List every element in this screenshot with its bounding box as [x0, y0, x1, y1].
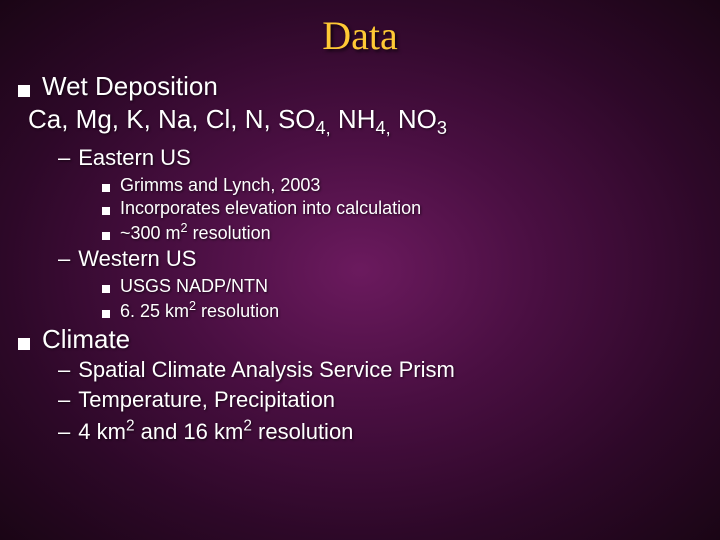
western-item: 6. 25 km2 resolution — [102, 299, 720, 322]
dash-icon: – — [58, 145, 70, 170]
square-bullet-icon — [102, 285, 110, 293]
bullet-wet-deposition: Wet Deposition — [10, 71, 720, 102]
dash-icon: – — [58, 246, 70, 271]
slide-content: Wet Deposition Ca, Mg, K, Na, Cl, N, SO4… — [0, 71, 720, 445]
climate-item: –Temperature, Precipitation — [58, 387, 720, 413]
square-bullet-icon — [18, 85, 30, 97]
dash-icon: – — [58, 419, 70, 444]
eastern-label: Eastern US — [78, 145, 191, 170]
dash-icon: – — [58, 357, 70, 382]
dash-icon: – — [58, 387, 70, 412]
climate-item: –4 km2 and 16 km2 resolution — [58, 417, 720, 444]
wet-deposition-label: Wet Deposition — [42, 71, 218, 102]
eastern-text: Incorporates elevation into calculation — [120, 198, 421, 219]
bullet-western-us: –Western US — [58, 246, 720, 272]
square-bullet-icon — [102, 232, 110, 240]
bullet-eastern-us: –Eastern US — [58, 145, 720, 171]
square-bullet-icon — [102, 184, 110, 192]
square-bullet-icon — [102, 207, 110, 215]
eastern-text: ~300 m2 resolution — [120, 221, 271, 244]
slide-title: Data — [0, 0, 720, 59]
climate-text: 4 km2 and 16 km2 resolution — [78, 419, 353, 444]
climate-text: Temperature, Precipitation — [78, 387, 335, 412]
western-text: 6. 25 km2 resolution — [120, 299, 279, 322]
western-item: USGS NADP/NTN — [102, 276, 720, 297]
eastern-item: Grimms and Lynch, 2003 — [102, 175, 720, 196]
climate-item: –Spatial Climate Analysis Service Prism — [58, 357, 720, 383]
climate-text: Spatial Climate Analysis Service Prism — [78, 357, 455, 382]
chemical-list: Ca, Mg, K, Na, Cl, N, SO4, NH4, NO3 — [28, 104, 720, 139]
western-text: USGS NADP/NTN — [120, 276, 268, 297]
western-label: Western US — [78, 246, 196, 271]
eastern-text: Grimms and Lynch, 2003 — [120, 175, 320, 196]
eastern-item: ~300 m2 resolution — [102, 221, 720, 244]
bullet-climate: Climate — [10, 324, 720, 355]
square-bullet-icon — [18, 338, 30, 350]
eastern-item: Incorporates elevation into calculation — [102, 198, 720, 219]
square-bullet-icon — [102, 310, 110, 318]
climate-label: Climate — [42, 324, 130, 355]
